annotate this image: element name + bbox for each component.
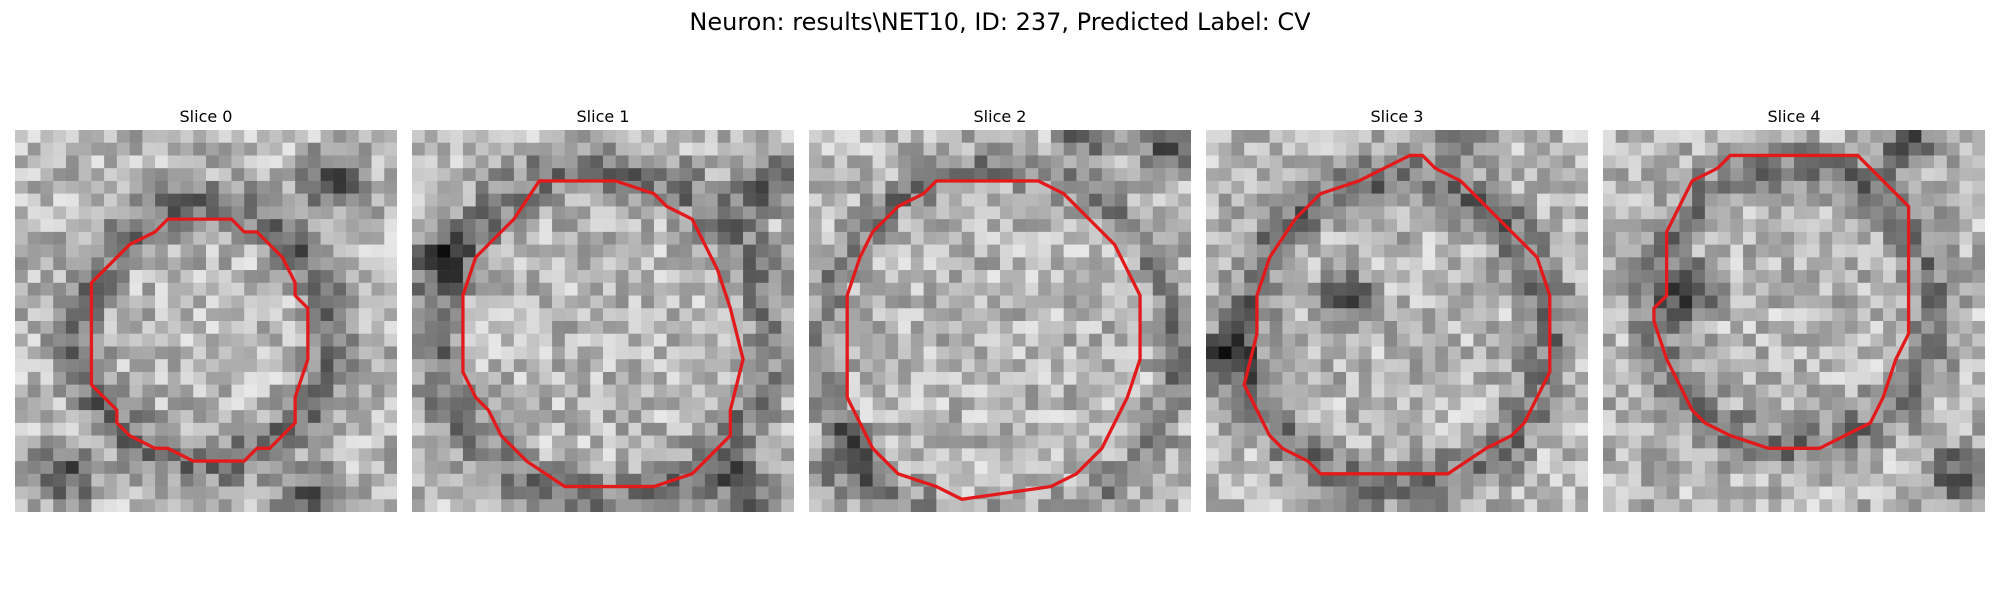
- slice-title: Slice 4: [1767, 107, 1821, 126]
- figure-title: Neuron: results\NET10, ID: 237, Predicte…: [689, 8, 1311, 36]
- slice-title: Slice 2: [973, 107, 1027, 126]
- pixel-grid: [809, 130, 1191, 512]
- slice-panel-2: Slice 2: [809, 104, 1191, 512]
- segmentation-contour: [89, 217, 310, 463]
- slice-image: [809, 130, 1191, 512]
- slice-panel-3: Slice 3: [1206, 104, 1588, 512]
- slice-panel-1: Slice 1: [412, 104, 794, 512]
- slice-panel-0: Slice 0: [15, 104, 397, 512]
- slice-title: Slice 3: [1370, 107, 1424, 126]
- segmentation-contour: [1242, 153, 1552, 476]
- slice-image: [1603, 130, 1985, 512]
- segmentation-contour: [1652, 153, 1911, 450]
- slice-title: Slice 1: [576, 107, 630, 126]
- segmentation-contour: [845, 179, 1142, 501]
- pixel-grid: [1603, 130, 1985, 512]
- pixel-grid: [15, 130, 397, 512]
- slice-image: [1206, 130, 1588, 512]
- slice-panel-4: Slice 4: [1603, 104, 1985, 512]
- pixel-grid: [412, 130, 794, 512]
- segmentation-contour: [461, 179, 745, 489]
- pixel-grid: [1206, 130, 1588, 512]
- slice-image: [15, 130, 397, 512]
- slice-image: [412, 130, 794, 512]
- slice-title: Slice 0: [179, 107, 233, 126]
